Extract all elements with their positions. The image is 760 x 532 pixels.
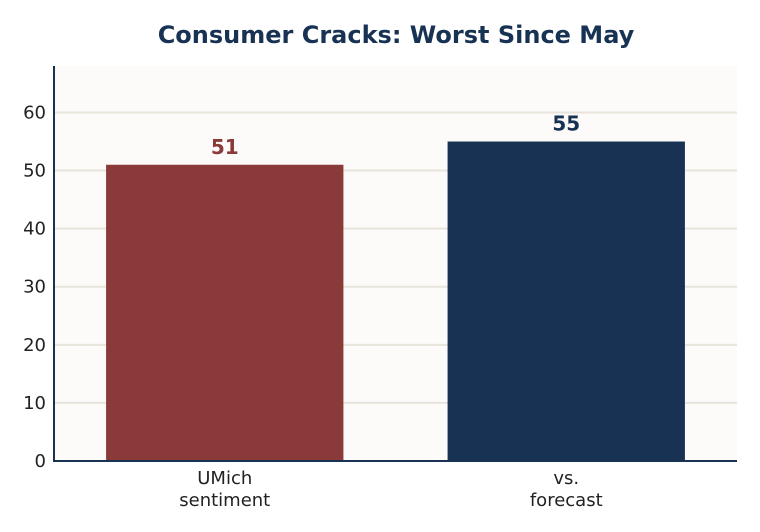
value-labels: 51 55 bbox=[211, 112, 580, 159]
bars bbox=[106, 141, 685, 461]
y-tick-label: 20 bbox=[23, 335, 46, 356]
y-axis-ticks: 0 10 20 30 40 50 60 bbox=[23, 102, 46, 472]
y-tick-label: 0 bbox=[35, 451, 46, 472]
y-tick-label: 30 bbox=[23, 277, 46, 298]
y-tick-label: 10 bbox=[23, 393, 46, 414]
bar-value-label: 55 bbox=[552, 112, 580, 136]
x-category-label: UMich sentiment bbox=[179, 468, 270, 511]
bar-value-label: 51 bbox=[211, 135, 239, 159]
bar bbox=[447, 141, 685, 461]
y-tick-label: 60 bbox=[23, 102, 46, 123]
y-tick-label: 50 bbox=[23, 161, 46, 182]
y-tick-label: 40 bbox=[23, 219, 46, 240]
bar bbox=[106, 164, 344, 461]
chart-title: Consumer Cracks: Worst Since May bbox=[158, 21, 635, 49]
x-axis-labels: UMich sentiment vs. forecast bbox=[179, 468, 602, 511]
x-category-label: vs. forecast bbox=[530, 468, 603, 511]
